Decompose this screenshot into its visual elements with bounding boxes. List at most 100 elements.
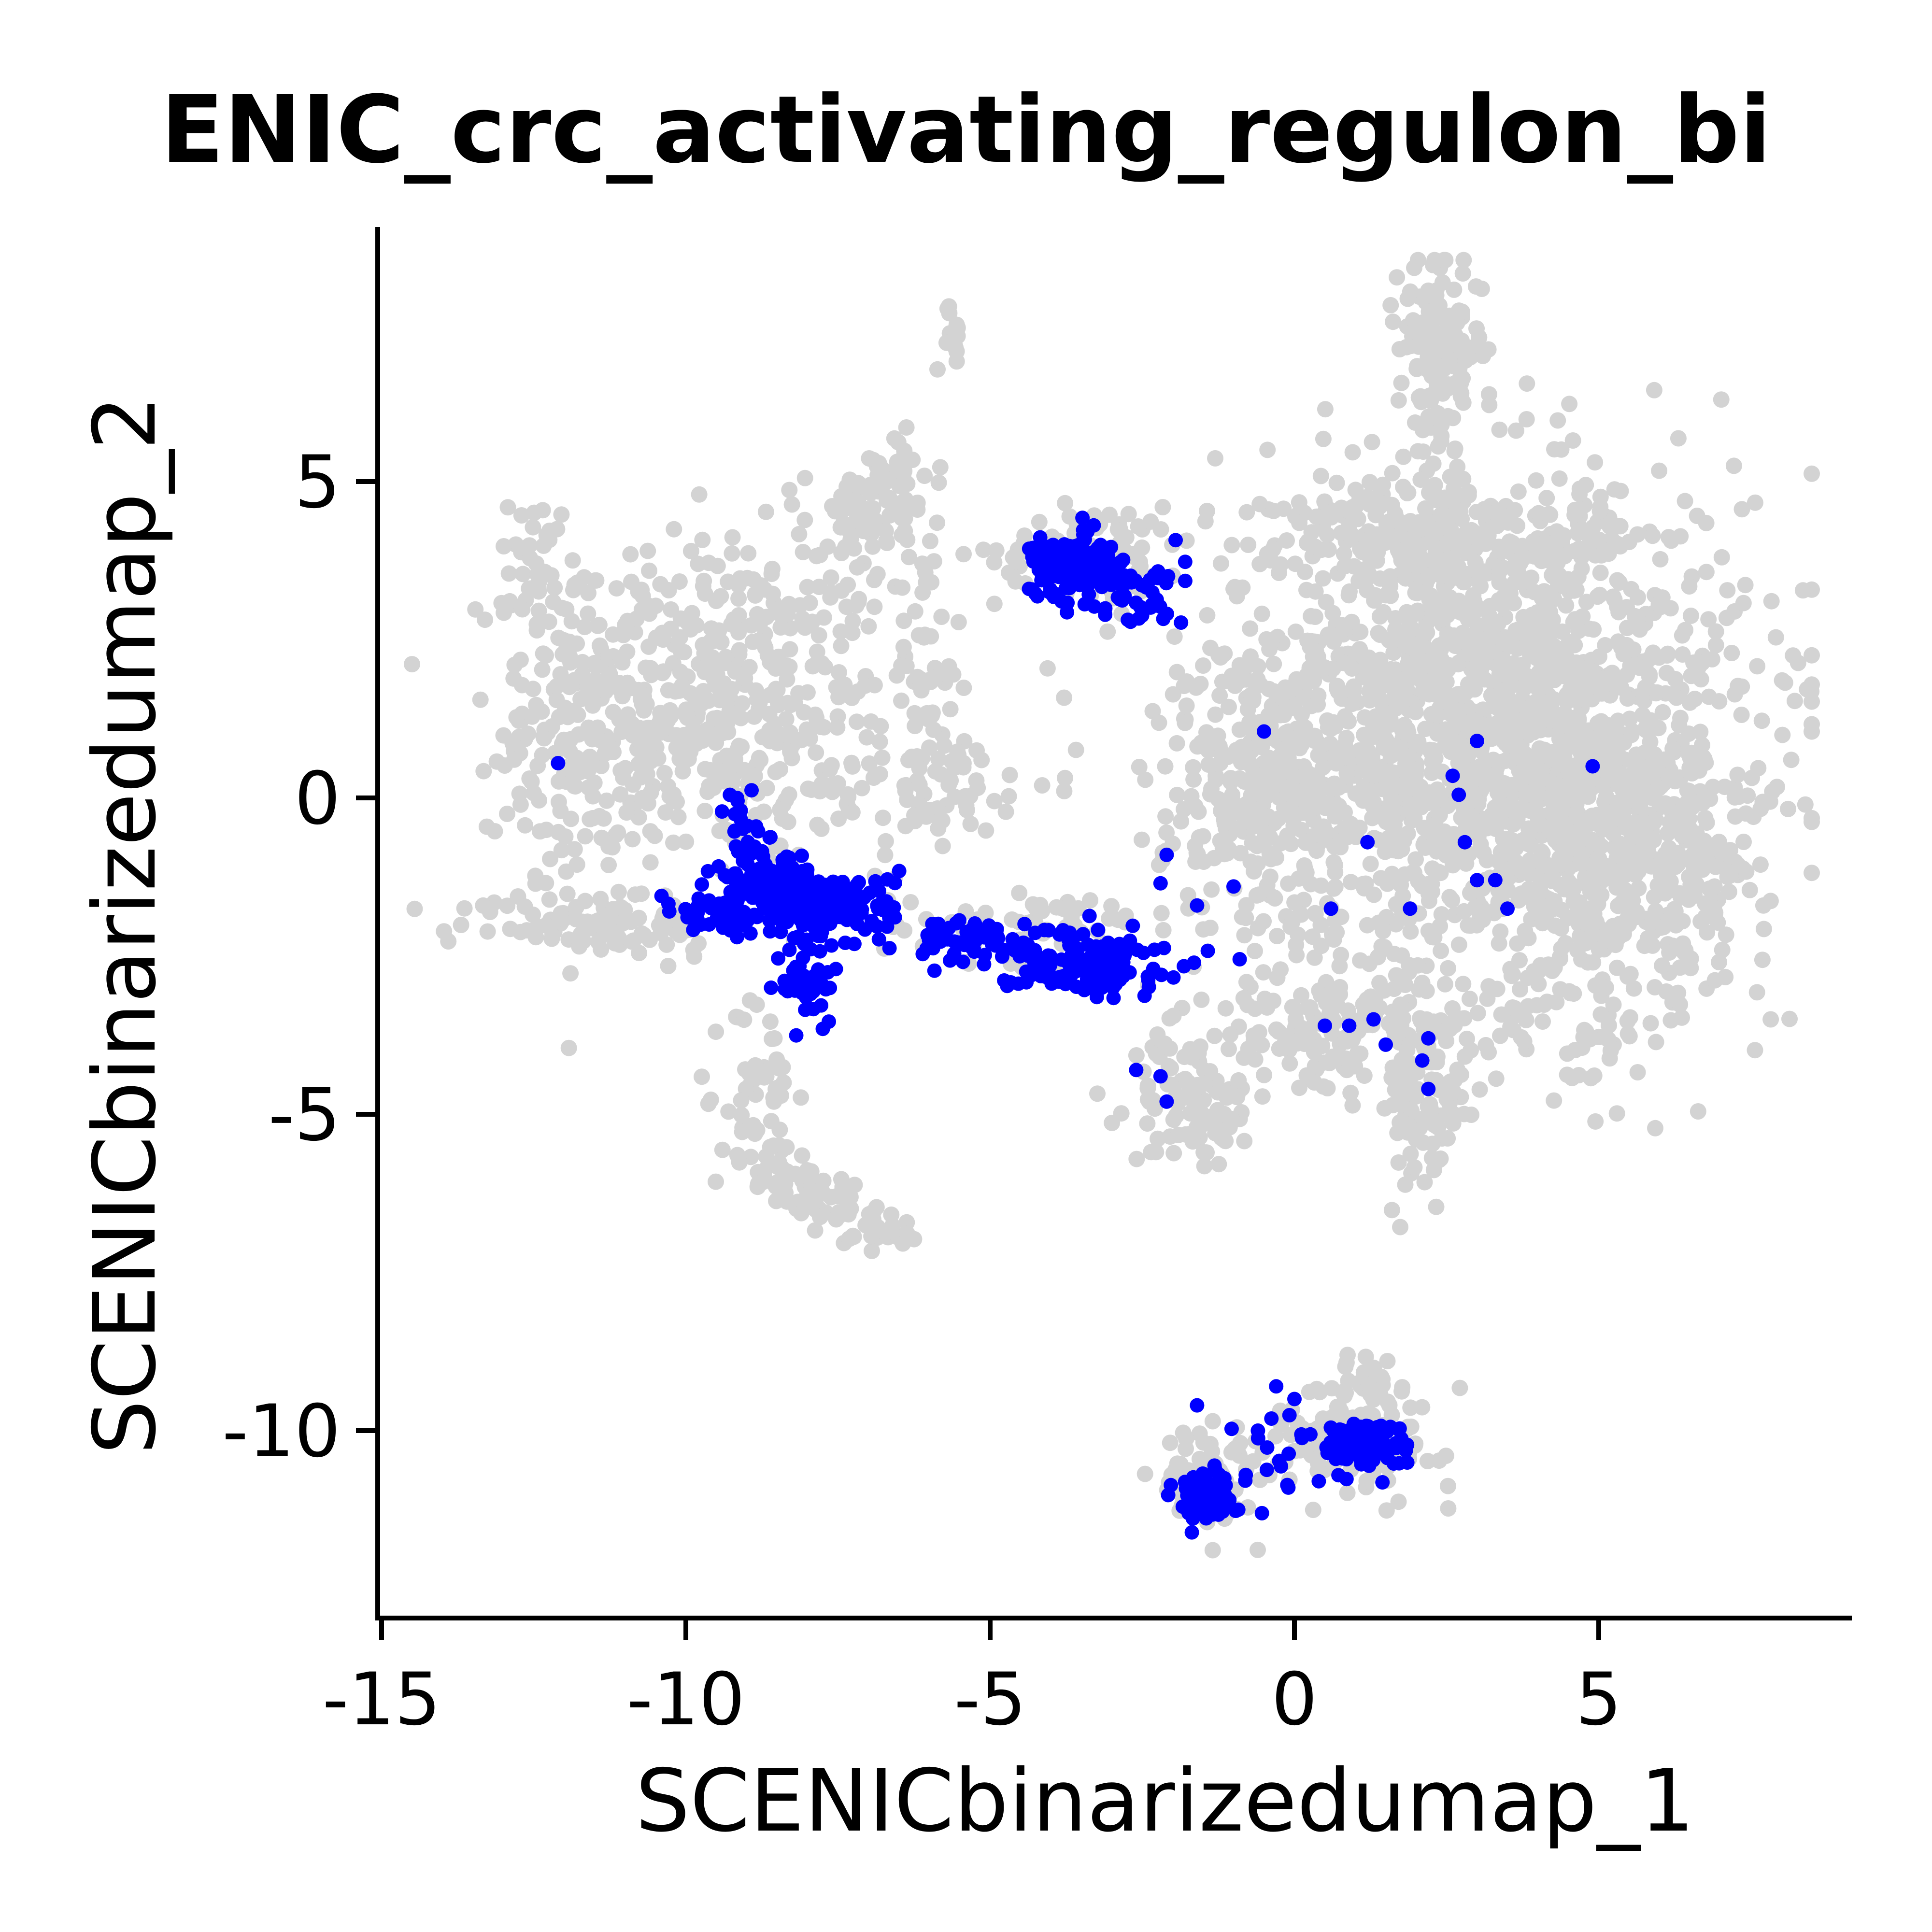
background-cell-point xyxy=(564,552,581,569)
background-cell-point xyxy=(1628,904,1645,921)
background-cell-point xyxy=(899,475,916,492)
background-cell-point xyxy=(1221,698,1237,715)
background-cell-point xyxy=(860,618,877,635)
background-cell-point xyxy=(1392,997,1409,1014)
background-cell-point xyxy=(1372,532,1389,549)
background-cell-point xyxy=(694,531,711,548)
background-cell-point xyxy=(857,1217,874,1234)
background-cell-point xyxy=(890,434,907,451)
background-cell-point xyxy=(1436,327,1453,344)
background-cell-point xyxy=(1605,996,1622,1013)
background-cell-point xyxy=(1261,750,1278,767)
background-cell-point xyxy=(844,804,861,821)
background-cell-point xyxy=(1492,811,1509,828)
background-cell-point xyxy=(1352,624,1369,640)
background-cell-point xyxy=(1462,917,1479,934)
background-cell-point xyxy=(1507,625,1524,642)
background-cell-point xyxy=(1619,1025,1636,1042)
background-cell-point xyxy=(1429,376,1446,393)
background-cell-point xyxy=(1489,714,1506,731)
background-cell-point xyxy=(1387,1081,1404,1098)
background-cell-point xyxy=(1528,472,1545,489)
background-cell-point xyxy=(1281,1055,1298,1072)
background-cell-point xyxy=(1550,651,1567,668)
background-cell-point xyxy=(1379,875,1396,892)
background-cell-point xyxy=(1331,958,1348,975)
background-cell-point xyxy=(679,709,696,726)
background-cell-point xyxy=(572,691,589,708)
background-cell-point xyxy=(1458,524,1475,540)
background-cell-point xyxy=(733,1092,750,1109)
background-cell-point xyxy=(1131,759,1148,775)
background-cell-point xyxy=(514,566,531,582)
chart-title: ENIC_crc_activating_regulon_bi xyxy=(161,76,1772,184)
background-cell-point xyxy=(538,527,555,543)
background-cell-point xyxy=(1525,724,1542,741)
background-cell-point xyxy=(1298,668,1315,684)
background-cell-point xyxy=(1750,760,1767,777)
background-cell-point xyxy=(1735,834,1752,850)
background-cell-point xyxy=(1420,923,1437,939)
background-cell-point xyxy=(934,838,951,854)
background-cell-point xyxy=(1390,1493,1407,1510)
background-cell-point xyxy=(1512,981,1528,998)
background-cell-point xyxy=(830,689,847,706)
background-cell-point xyxy=(864,1242,880,1259)
background-cell-point xyxy=(1326,998,1343,1015)
background-cell-point xyxy=(1528,650,1545,667)
background-cell-point xyxy=(896,463,913,480)
background-cell-point xyxy=(714,1141,731,1158)
background-cell-point xyxy=(833,1171,850,1188)
background-cell-point xyxy=(1804,465,1820,482)
background-cell-point xyxy=(1418,982,1435,999)
background-cell-point xyxy=(955,680,972,696)
background-cell-point xyxy=(830,664,847,681)
background-cell-point xyxy=(1552,856,1569,873)
background-cell-point xyxy=(775,1074,792,1091)
background-cell-point xyxy=(772,801,789,818)
background-cell-point xyxy=(874,749,891,766)
background-cell-point xyxy=(1670,430,1687,447)
highlighted-cell-point xyxy=(1060,605,1075,620)
background-cell-point xyxy=(1669,856,1686,873)
background-cell-point xyxy=(1248,1029,1264,1046)
highlighted-cell-point xyxy=(743,926,758,941)
background-cell-point xyxy=(714,769,731,786)
background-cell-point xyxy=(1480,978,1497,994)
background-cell-point xyxy=(986,596,1003,612)
background-cell-point xyxy=(1428,1198,1445,1215)
background-cell-point xyxy=(580,605,597,622)
background-cell-point xyxy=(1648,811,1664,828)
background-cell-point xyxy=(1258,631,1275,648)
background-cell-point xyxy=(1339,1484,1356,1501)
background-cell-point xyxy=(1572,821,1589,838)
background-cell-point xyxy=(1681,578,1698,595)
background-cell-point xyxy=(577,828,594,845)
background-cell-point xyxy=(896,523,913,540)
highlighted-cell-point xyxy=(1143,600,1158,615)
background-cell-point xyxy=(601,666,618,682)
background-cell-point xyxy=(1747,494,1763,511)
background-cell-point xyxy=(1383,771,1400,788)
highlighted-cell-point xyxy=(1049,587,1064,601)
background-cell-point xyxy=(570,726,587,743)
background-cell-point xyxy=(1455,976,1472,993)
background-cell-point xyxy=(1153,905,1170,922)
background-cell-point xyxy=(1204,1542,1221,1559)
background-cell-point xyxy=(1619,690,1636,707)
background-cell-point xyxy=(1402,1146,1419,1162)
background-cell-point xyxy=(1393,1017,1409,1034)
background-cell-point xyxy=(527,929,544,946)
background-cell-point xyxy=(1794,582,1811,599)
background-cell-point xyxy=(1334,1384,1351,1401)
background-cell-point xyxy=(1139,1115,1156,1132)
background-cell-point xyxy=(530,602,547,619)
background-cell-point xyxy=(1315,570,1331,587)
background-cell-point xyxy=(1654,704,1671,721)
background-cell-point xyxy=(565,582,582,598)
background-cell-point xyxy=(1690,659,1707,676)
background-cell-point xyxy=(700,1095,717,1112)
background-cell-point xyxy=(558,863,575,880)
background-cell-point xyxy=(1467,632,1484,648)
background-cell-point xyxy=(1031,513,1048,530)
